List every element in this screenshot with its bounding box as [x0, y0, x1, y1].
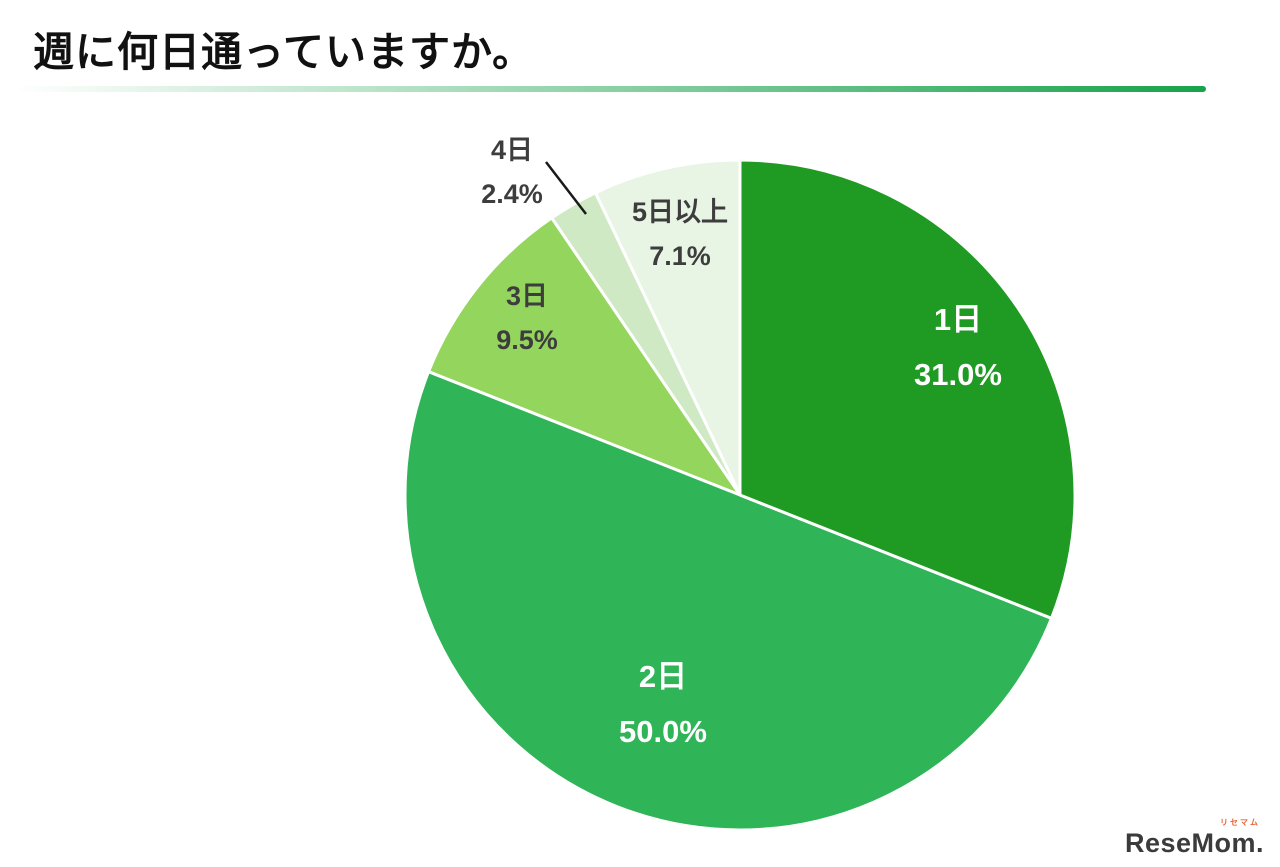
resemom-logo-text: ReseMom.	[1124, 828, 1264, 858]
resemom-logo-sub: リセマム	[1220, 818, 1260, 827]
leader-line-4day	[545, 161, 587, 215]
pie-slice-4	[593, 158, 742, 497]
page-title: 週に何日通っていますか。	[33, 29, 535, 75]
slice-label-4day: 4日 2.4%	[481, 135, 543, 209]
slice-label-5day-plus: 5日以上 7.1%	[631, 197, 729, 271]
title-divider	[14, 86, 1206, 92]
slice-label-3day: 3日 9.5%	[496, 281, 558, 355]
pie-slice-2	[427, 216, 742, 497]
pie-slice-0	[738, 158, 1077, 620]
slice-label-2day: 2日 50.0%	[619, 659, 707, 749]
resemom-logo: リセマム ReseMom.	[1125, 817, 1264, 859]
slice-label-1day: 1日 31.0%	[914, 302, 1002, 392]
pie-slice-1	[403, 370, 1053, 832]
